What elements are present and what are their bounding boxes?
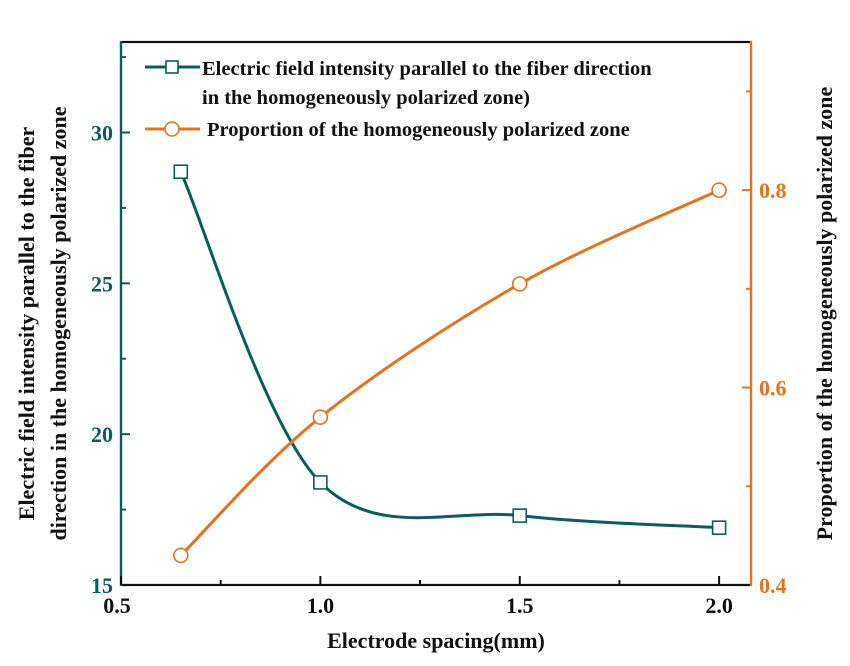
- x-axis-title: Electrode spacing(mm): [327, 628, 545, 653]
- circle-marker: [312, 409, 329, 425]
- axes: 0.5 1.0 1.5 2.0 15 20 25 30 0.4 0.6 0.8: [91, 40, 787, 618]
- x-tick-label: 1.0: [307, 593, 335, 618]
- legend-label-field-intensity-line-1: Electric field intensity parallel to the…: [202, 58, 652, 80]
- square-marker: [173, 164, 189, 180]
- x-tick-label: 2.0: [705, 593, 733, 618]
- series-line-0: [179, 171, 720, 530]
- y-right-tick-label: 0.6: [759, 376, 787, 401]
- legend-label-proportion: Proportion of the homogeneously polarize…: [207, 119, 630, 141]
- circle-marker: [711, 182, 727, 198]
- legend: Electric field intensity parallel to the…: [145, 58, 652, 141]
- square-marker: [711, 520, 727, 535]
- legend-square-marker: [165, 60, 179, 74]
- y-right-tick-label: 0.8: [759, 178, 787, 203]
- x-tick-label: 1.5: [506, 593, 534, 618]
- y-left-tick-label: 15: [91, 573, 113, 598]
- circle-marker: [511, 276, 528, 292]
- legend-label-field-intensity-line-2: in the homogeneously polarized zone): [202, 87, 530, 109]
- square-marker: [512, 508, 528, 523]
- y-left-axis-title-line-2: direction in the homogeneously polarized…: [46, 106, 71, 540]
- y-left-axis-title-line-1: Electric field intensity parallel to the…: [14, 127, 39, 521]
- y-right-axis-title: Proportion of the homogeneously polarize…: [812, 86, 837, 540]
- circle-marker: [173, 547, 189, 564]
- y-left-tick-label: 20: [91, 422, 113, 447]
- y-left-tick-label: 30: [91, 121, 113, 146]
- square-marker: [313, 475, 328, 490]
- series-layer: [173, 164, 727, 564]
- x-tick-label: 0.5: [103, 593, 131, 618]
- y-right-tick-label: 0.4: [759, 573, 787, 598]
- y-left-tick-label: 25: [91, 271, 113, 296]
- series-line-1: [179, 188, 720, 557]
- legend-circle-marker: [164, 121, 180, 137]
